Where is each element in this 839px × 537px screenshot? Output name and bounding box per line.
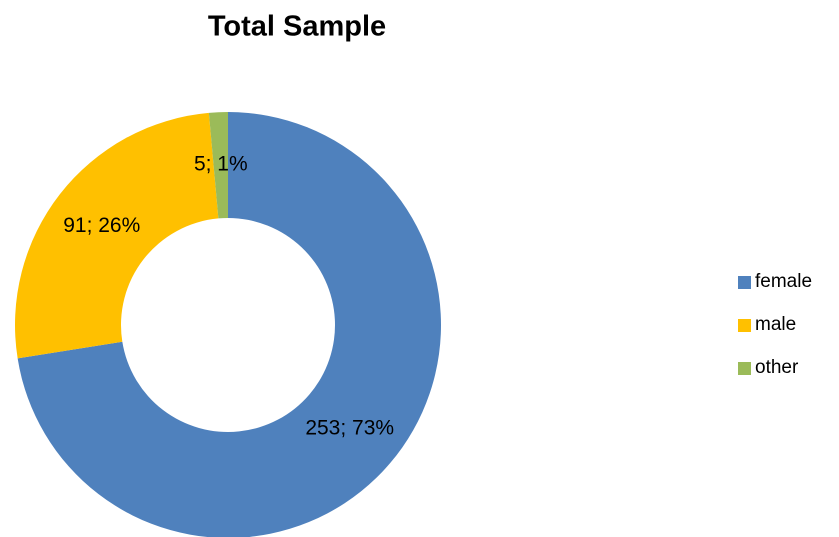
data-label: 253; 73% [305, 416, 394, 439]
legend-swatch [738, 362, 751, 375]
legend-label: female [755, 271, 812, 292]
donut-slice [14, 112, 219, 359]
data-label: 91; 26% [63, 214, 140, 237]
donut-slice [208, 112, 228, 219]
donut-slice [17, 112, 441, 537]
legend-swatch [738, 276, 751, 289]
data-label: 5; 1% [194, 153, 248, 176]
legend-label: other [755, 357, 799, 378]
legend-label: male [755, 314, 796, 335]
legend-swatch [738, 319, 751, 332]
chart-title: Total Sample [208, 11, 386, 43]
